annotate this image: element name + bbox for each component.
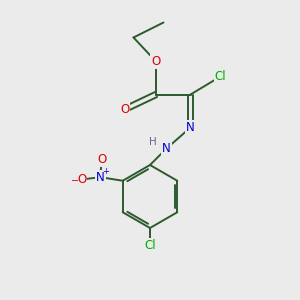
Text: Cl: Cl [215, 70, 226, 83]
Text: +: + [102, 167, 109, 176]
Text: O: O [77, 173, 86, 186]
Text: −: − [71, 176, 79, 186]
Text: N: N [162, 142, 171, 155]
Text: H: H [149, 137, 157, 147]
Text: N: N [96, 171, 105, 184]
Text: O: O [97, 153, 106, 166]
Text: Cl: Cl [144, 239, 156, 252]
Text: O: O [152, 55, 160, 68]
Text: N: N [186, 121, 195, 134]
Text: O: O [120, 103, 129, 116]
